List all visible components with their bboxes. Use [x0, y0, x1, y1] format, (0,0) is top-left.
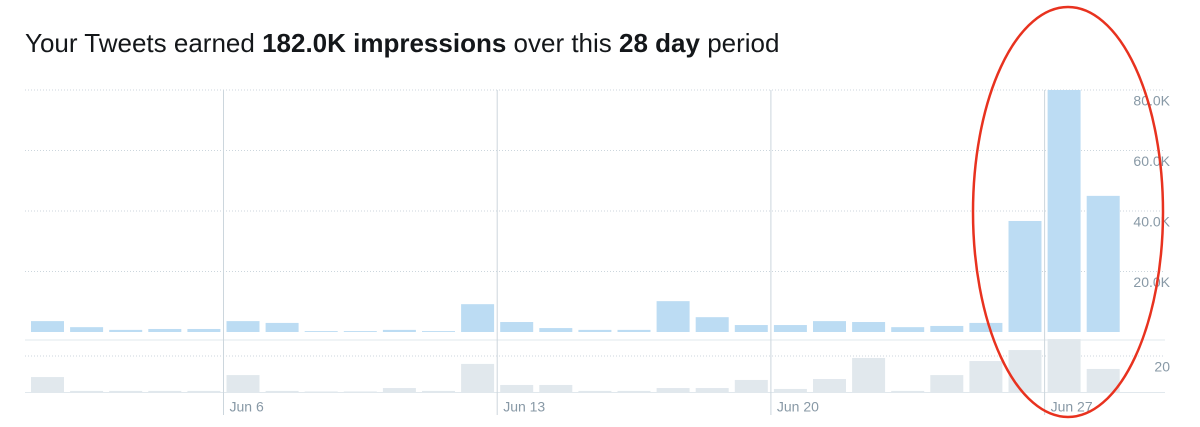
- bar: [500, 322, 534, 332]
- bar: [109, 329, 143, 332]
- bar: [461, 304, 495, 332]
- bar: [382, 329, 416, 332]
- bar: [1047, 339, 1081, 392]
- bar: [734, 325, 768, 332]
- bar: [422, 390, 455, 392]
- bar: [226, 375, 260, 392]
- title-period: 28 day: [619, 28, 700, 58]
- bar: [852, 322, 886, 332]
- bar: [930, 375, 964, 392]
- y-tick-label: 80.0K: [1133, 93, 1170, 109]
- bar: [1008, 220, 1042, 332]
- bar: [187, 390, 221, 392]
- bar: [930, 325, 964, 332]
- bar: [695, 388, 729, 392]
- bar: [265, 322, 299, 332]
- bar: [539, 384, 573, 392]
- title-text: Your Tweets earned: [25, 28, 262, 58]
- title-text: over this: [506, 28, 619, 58]
- chart-title: Your Tweets earned 182.0K impressions ov…: [25, 28, 779, 58]
- bar: [31, 377, 64, 392]
- bar: [617, 390, 651, 392]
- bar: [813, 379, 846, 392]
- bar: [31, 321, 64, 332]
- x-tick-label: Jun 13: [503, 399, 545, 415]
- x-tick-label: Jun 27: [1051, 399, 1093, 415]
- bar: [773, 388, 807, 392]
- bar: [852, 357, 886, 392]
- title-text: period: [700, 28, 780, 58]
- bar: [695, 317, 729, 332]
- bar: [382, 388, 416, 392]
- bar: [304, 331, 338, 332]
- bar: [148, 328, 182, 332]
- bar: [226, 321, 260, 332]
- bar: [813, 321, 846, 332]
- bar: [343, 391, 377, 392]
- bar: [891, 327, 925, 332]
- bar: [891, 390, 925, 392]
- bar: [109, 390, 143, 392]
- title-impressions: 182.0K impressions: [262, 28, 506, 58]
- bar: [539, 328, 573, 332]
- y-tick-label: 40.0K: [1133, 214, 1170, 230]
- y-tick-label: 20: [1154, 359, 1170, 375]
- bar: [1008, 350, 1042, 392]
- bar: [265, 390, 299, 392]
- y-tick-label: 60.0K: [1133, 153, 1170, 169]
- bar: [656, 301, 690, 332]
- bar: [187, 328, 221, 332]
- bar: [773, 325, 807, 332]
- bar: [461, 363, 495, 392]
- x-tick-label: Jun 20: [777, 399, 819, 415]
- bar: [734, 379, 768, 392]
- bar: [422, 331, 455, 332]
- bar: [500, 384, 534, 392]
- highlight-ellipse: [971, 5, 1165, 419]
- bar: [70, 390, 104, 392]
- bar: [304, 391, 338, 392]
- bar: [969, 322, 1003, 332]
- x-tick-label: Jun 6: [230, 399, 264, 415]
- bar: [578, 329, 612, 332]
- y-tick-label: 20.0K: [1133, 274, 1170, 290]
- bar: [656, 388, 690, 392]
- bar: [617, 329, 651, 332]
- bar: [1086, 195, 1120, 332]
- bar: [1086, 368, 1120, 392]
- bar: [343, 331, 377, 332]
- bar: [1047, 90, 1081, 332]
- bar: [148, 390, 182, 392]
- bar: [578, 390, 612, 392]
- bar: [70, 327, 104, 332]
- bar: [969, 361, 1003, 392]
